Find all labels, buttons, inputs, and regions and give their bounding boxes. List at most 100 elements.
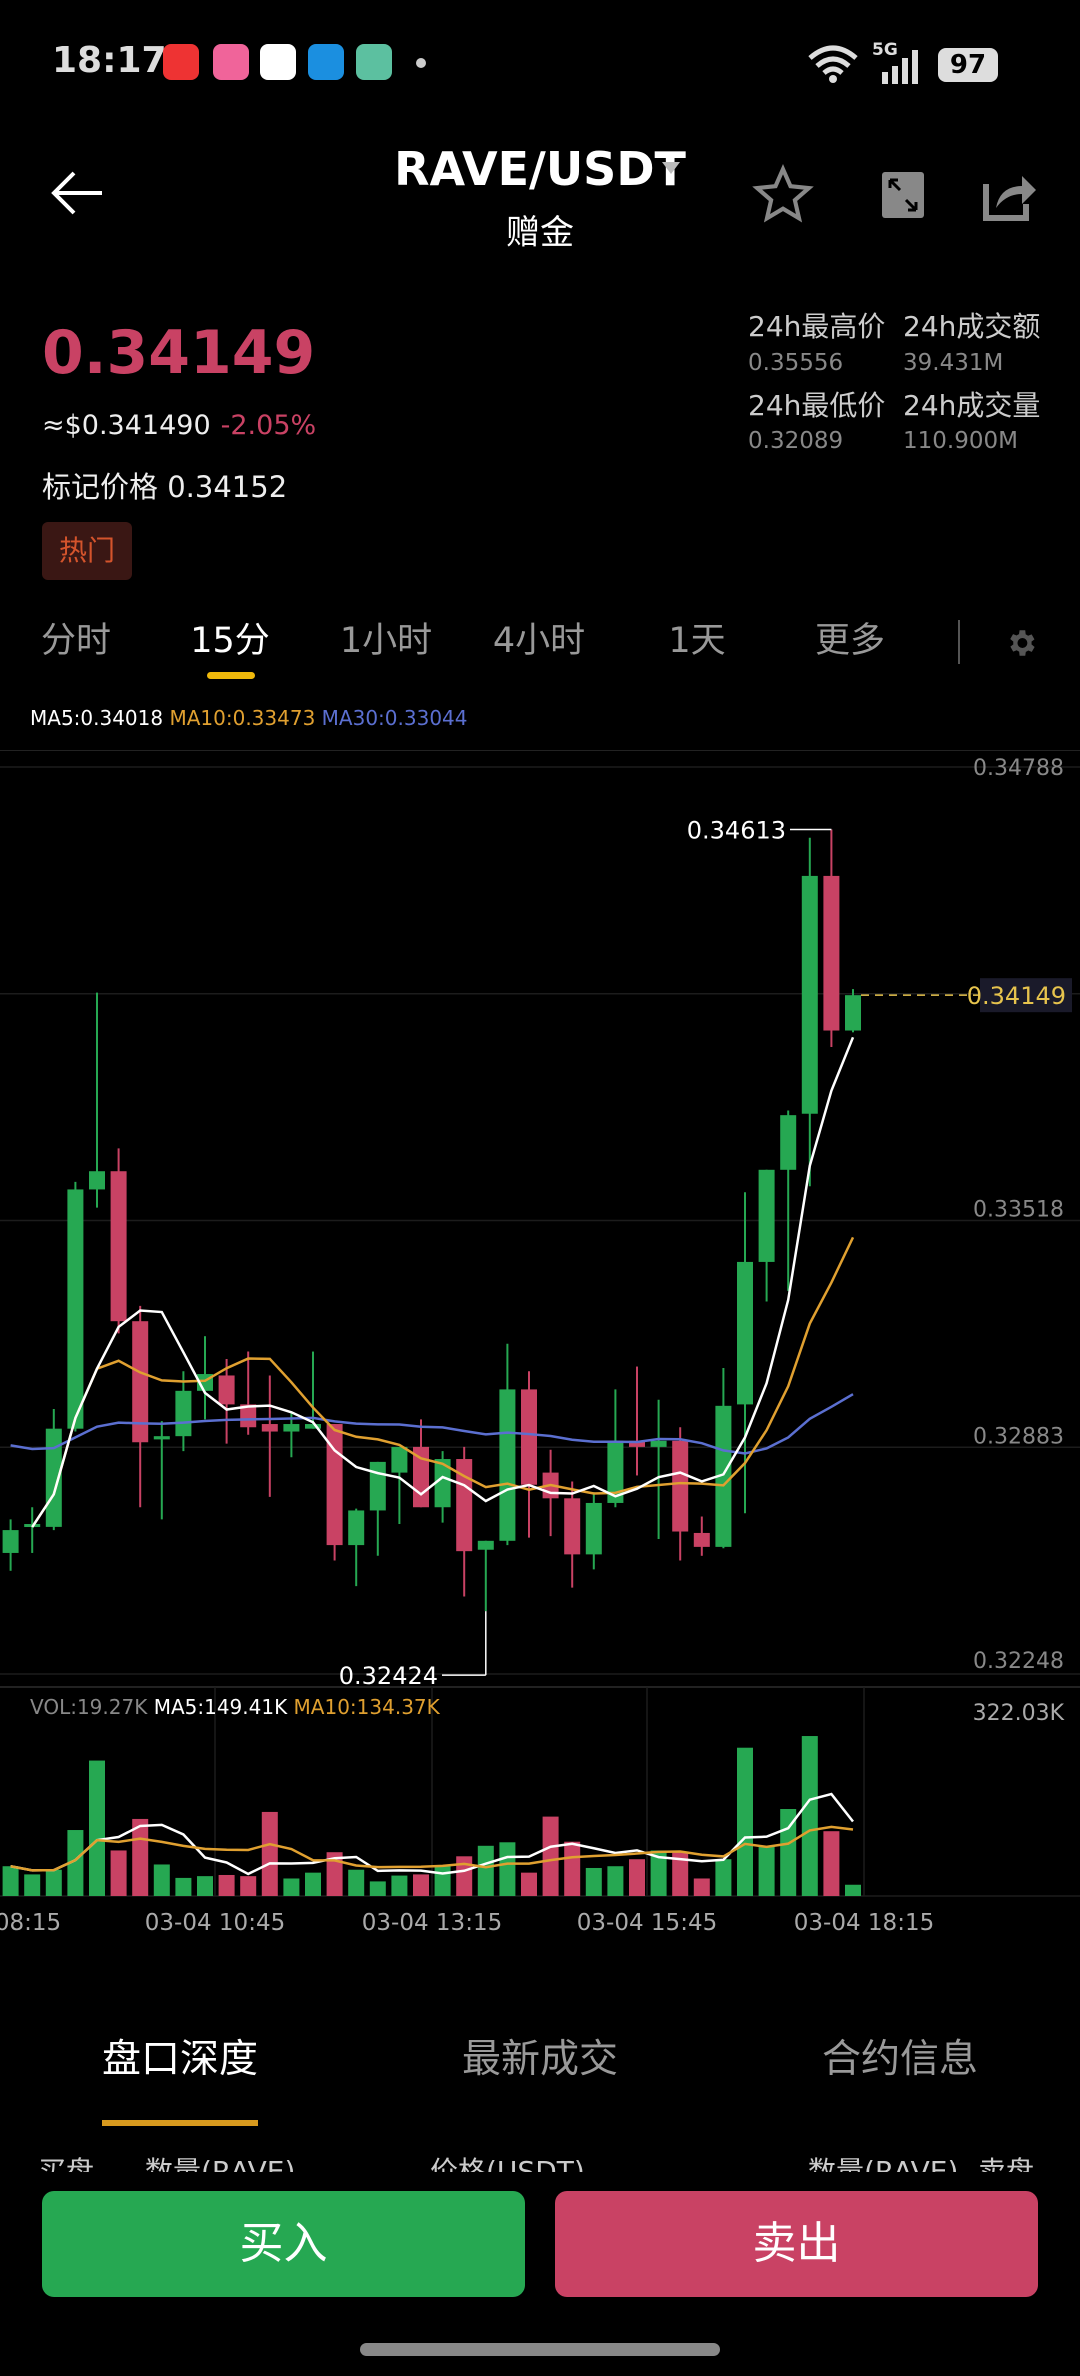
volume-max-label: 322.03K	[973, 1701, 1065, 1726]
volume-bar	[2, 1866, 19, 1896]
volume-bar	[348, 1869, 365, 1896]
stat-low-label: 24h最低价	[748, 389, 886, 422]
x-axis-label: 03-04 13:15	[362, 1910, 502, 1936]
candle-body	[240, 1404, 257, 1428]
tab-1h[interactable]: 1小时	[339, 621, 433, 661]
depth-header: 买盘 数量(RAVE) 价格(USDT) 数量(RAVE) 卖盘	[0, 2150, 1080, 2172]
ma30-value: MA30:0.33044	[321, 706, 468, 730]
volume-bar	[197, 1876, 213, 1896]
wifi-icon	[808, 45, 858, 83]
favorite-star-icon[interactable]	[752, 164, 814, 226]
tab-1d[interactable]: 1天	[668, 621, 726, 661]
back-arrow-icon[interactable]	[50, 170, 106, 216]
pair-title[interactable]: RAVE/USDT	[394, 142, 686, 196]
tab-order-book[interactable]: 盘口深度	[101, 2037, 259, 2082]
volume-bar	[542, 1816, 559, 1896]
active-tab-underline	[207, 672, 255, 679]
candle-body	[477, 1540, 494, 1550]
mark-price: 0.34152	[167, 470, 288, 504]
status-time: 18:17	[52, 40, 167, 81]
stat-low-value: 0.32089	[748, 428, 844, 454]
mark-price-label: 标记价格	[42, 470, 159, 504]
volume-bar	[132, 1818, 149, 1896]
volume-bar	[758, 1846, 775, 1896]
volume-bar	[305, 1872, 321, 1896]
buy-button[interactable]: 买入	[42, 2191, 525, 2297]
tab-more[interactable]: 更多	[814, 621, 886, 661]
x-axis-label: 03-04 18:15	[794, 1910, 934, 1936]
candle-body	[305, 1424, 321, 1429]
stat-volume-label: 24h成交量	[903, 389, 1041, 422]
vol-ma10-value: MA10:134.37K	[293, 1695, 440, 1719]
volume-bar	[434, 1866, 451, 1896]
bottom-tab-underline	[102, 2120, 258, 2126]
volume-bar	[24, 1874, 41, 1896]
volume-bar	[110, 1850, 127, 1896]
volume-bar	[153, 1864, 170, 1896]
tab-15m[interactable]: 15分	[190, 621, 270, 661]
divider	[958, 620, 960, 664]
candle-body	[607, 1440, 624, 1503]
volume-bar	[89, 1760, 105, 1896]
candle-body	[780, 1115, 797, 1170]
candle-body	[2, 1530, 19, 1553]
volume-bar	[391, 1875, 408, 1896]
tab-4h[interactable]: 4小时	[492, 621, 586, 661]
current-price-tag	[980, 978, 1072, 1013]
price-change: -2.05%	[220, 410, 317, 441]
current-price-label: 0.34149	[967, 982, 1066, 1010]
y-tick-label: 0.33518	[973, 1198, 1064, 1223]
volume-bar	[283, 1878, 300, 1896]
x-axis-label: 03-04 10:45	[145, 1910, 285, 1936]
ma-legend: MA5:0.34018 MA10:0.33473 MA30:0.33044	[30, 706, 468, 730]
candle-body	[737, 1261, 753, 1405]
volume-bar	[369, 1881, 386, 1896]
share-icon[interactable]	[982, 168, 1038, 222]
ma5-line	[31, 1036, 855, 1528]
volume-bar	[715, 1859, 732, 1896]
y-tick-label: 0.34788	[973, 756, 1064, 781]
candle-body	[369, 1461, 386, 1511]
candle-body	[218, 1375, 235, 1405]
vol-value: VOL:19.27K	[30, 1695, 148, 1719]
max-price-label: 0.34613	[687, 816, 786, 844]
tab-contract-info[interactable]: 合约信息	[821, 2037, 979, 2082]
volume-bar	[326, 1852, 343, 1896]
volume-bar	[693, 1878, 710, 1896]
candle-body	[499, 1389, 516, 1541]
candle-body	[650, 1440, 667, 1447]
usd-price-row: ≈$0.341490 -2.05%	[42, 410, 316, 441]
stat-high-label: 24h最高价	[748, 310, 886, 343]
signal-icon	[882, 50, 918, 84]
candle-body	[564, 1498, 581, 1555]
depth-bid-label: 买盘	[38, 2155, 95, 2172]
pair-dropdown-icon[interactable]	[660, 160, 682, 176]
pair-subtitle: 赠金	[506, 213, 574, 253]
volume-bar	[585, 1867, 602, 1896]
home-indicator[interactable]	[360, 2343, 720, 2356]
candle-body	[153, 1436, 170, 1440]
candle-body	[629, 1440, 645, 1447]
volume-bar	[67, 1830, 84, 1896]
depth-ask-label: 卖盘	[978, 2155, 1035, 2172]
candlestick-chart[interactable]: 0.34788 0.33518 0.32883 0.32248 0.34613 0.324…	[0, 750, 1080, 1950]
settings-gear-icon[interactable]	[1004, 626, 1038, 660]
stat-turnover-value: 39.431M	[903, 350, 1004, 376]
y-tick-label: 0.32883	[973, 1424, 1064, 1449]
fullscreen-icon[interactable]	[880, 170, 926, 220]
y-tick-label: 0.32248	[973, 1649, 1064, 1674]
volume-bar	[672, 1851, 689, 1896]
stat-turnover-label: 24h成交额	[903, 310, 1041, 343]
depth-ask-qty-label: 数量(RAVE)	[808, 2155, 959, 2172]
candle-body	[89, 1171, 105, 1190]
vol-ma10-line	[10, 1825, 854, 1872]
candle-body	[132, 1321, 149, 1443]
tab-recent-trades[interactable]: 最新成交	[461, 2037, 619, 2082]
sell-button[interactable]: 卖出	[555, 2191, 1038, 2297]
vol-ma5-value: MA5:149.41K	[153, 1695, 288, 1719]
ma10-line	[31, 1236, 855, 1528]
bilibili-app-icon	[213, 44, 249, 80]
volume-bar	[413, 1874, 429, 1896]
tab-timeline[interactable]: 分时	[40, 621, 112, 661]
depth-bid-qty-label: 数量(RAVE)	[145, 2155, 296, 2172]
